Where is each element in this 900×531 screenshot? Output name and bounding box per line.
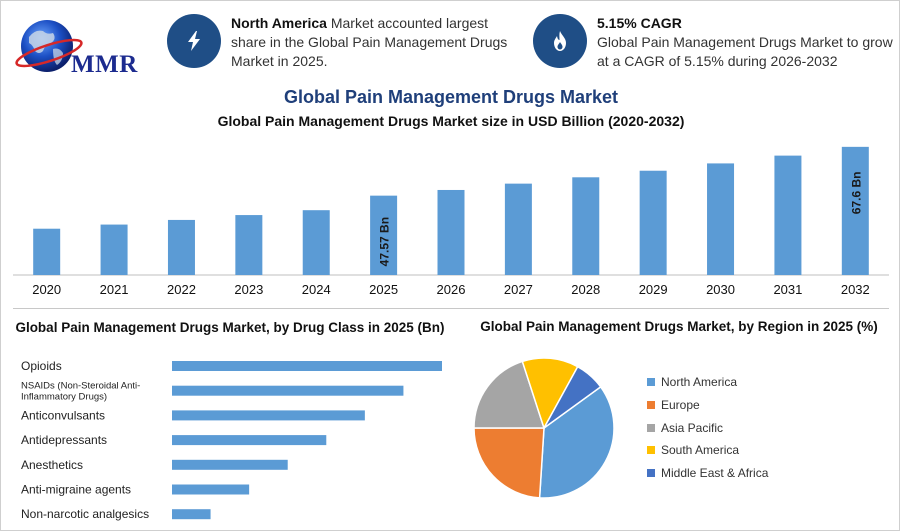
main-chart-subtitle: Global Pain Management Drugs Market size… [217, 113, 685, 129]
callout-bold: North America [231, 15, 327, 31]
bar-data-label: 47.57 Bn [378, 217, 392, 266]
section-divider [13, 308, 889, 309]
pie-slice-south-america [521, 357, 579, 430]
legend-item: North America [647, 371, 768, 394]
pie-slice-asia-pacific [473, 360, 546, 429]
drug-class-bar [172, 385, 404, 396]
x-tick-label: 2023 [234, 282, 263, 297]
legend-swatch [647, 401, 655, 410]
callout-text: North America Market accounted largest s… [231, 14, 517, 71]
callout-icon-circle [533, 14, 587, 68]
x-tick-label: 2022 [167, 282, 196, 297]
drug-class-label: Anticonvulsants [21, 408, 105, 422]
bar-2029 [639, 170, 667, 275]
x-tick-label: 2029 [639, 282, 668, 297]
legend-label: North America [661, 375, 738, 390]
mmr-logo: MMR [15, 13, 145, 83]
market-size-bar-chart: 2020 2021 2022 2023 2024 2025 47.57 Bn 2026 2027… [13, 146, 889, 297]
bar-2020 [33, 228, 61, 275]
legend-item: South America [647, 439, 768, 462]
legend-label: South America [661, 443, 740, 458]
drug-class-bar [172, 509, 211, 520]
bar-2028 [572, 177, 600, 275]
legend-label: Asia Pacific [661, 420, 724, 435]
legend-label: Europe [661, 398, 700, 413]
legend-swatch [647, 469, 655, 478]
drug-class-label: Non-narcotic analgesics [21, 507, 149, 521]
drug-class-label: Anti-migraine agents [21, 483, 131, 497]
bar-2026 [437, 189, 465, 275]
callout-bold: 5.15% CAGR [597, 15, 682, 31]
drug-class-bar [172, 410, 365, 421]
pie-slice-middle-east-africa [543, 365, 602, 429]
callout-icon-circle [167, 14, 221, 68]
x-tick-label: 2024 [302, 282, 331, 297]
flame-icon [554, 31, 566, 51]
x-tick-label: 2032 [841, 282, 870, 297]
drug-class-bar [172, 484, 250, 495]
bar-2025 [370, 195, 398, 275]
pie-slice-europe [473, 427, 545, 499]
legend-swatch [647, 378, 655, 387]
cagr-callout: 5.15% CAGR Global Pain Management Drugs M… [533, 14, 893, 71]
drug-class-label: Inflammatory Drugs) [21, 392, 107, 403]
x-tick-label: 2028 [571, 282, 600, 297]
bar-2023 [235, 215, 263, 275]
legend-swatch [647, 446, 655, 455]
region-pie-chart [473, 357, 615, 499]
bar-2027 [504, 183, 532, 275]
drug-class-bar-chart: Opioids NSAIDs (Non-Steroidal Anti-Inflam… [21, 359, 442, 521]
lightning-bolt-icon [188, 31, 200, 51]
drug-class-bar [172, 435, 327, 446]
drug-class-chart-title: Global Pain Management Drugs Market, by … [15, 320, 445, 335]
logo-text: MMR [71, 51, 138, 78]
x-tick-label: 2020 [32, 282, 61, 297]
bar-2031 [774, 155, 802, 275]
drug-class-label: Anesthetics [21, 458, 83, 472]
bar-2022 [167, 219, 195, 275]
bar-data-label: 67.6 Bn [849, 172, 863, 215]
legend-item: Middle East & Africa [647, 462, 768, 485]
x-tick-label: 2027 [504, 282, 533, 297]
bar-2024 [302, 210, 330, 275]
region-legend: North America Europe Asia Pacific South Ame… [647, 371, 768, 484]
globe-icon [15, 20, 83, 72]
callout-body: Global Pain Management Drugs Market to g… [597, 34, 893, 69]
x-tick-label: 2030 [706, 282, 735, 297]
drug-class-label: NSAIDs (Non-Steroidal Anti- [21, 381, 140, 392]
main-chart-title: Global Pain Management Drugs Market [283, 87, 619, 107]
legend-swatch [647, 423, 655, 432]
legend-item: Asia Pacific [647, 416, 768, 439]
x-tick-label: 2026 [437, 282, 466, 297]
legend-item: Europe [647, 394, 768, 417]
drug-class-label: Antidepressants [21, 433, 107, 447]
drug-class-bar [172, 361, 442, 371]
callout-body: Market accounted largest share in the Gl… [231, 15, 508, 69]
legend-label: Middle East & Africa [661, 466, 769, 481]
x-tick-label: 2031 [773, 282, 802, 297]
x-tick-label: 2021 [100, 282, 129, 297]
bar-2032 [841, 146, 869, 275]
north-america-callout: North America Market accounted largest s… [167, 14, 517, 71]
callout-text: 5.15% CAGR Global Pain Management Drugs M… [597, 14, 893, 71]
region-chart-title: Global Pain Management Drugs Market, by … [480, 319, 878, 334]
bar-2021 [100, 224, 128, 275]
drug-class-label: Opioids [21, 359, 62, 373]
x-tick-label: 2025 [369, 282, 398, 297]
drug-class-bar [172, 459, 288, 470]
bar-2030 [707, 163, 735, 275]
pie-slice-north-america [538, 385, 615, 499]
